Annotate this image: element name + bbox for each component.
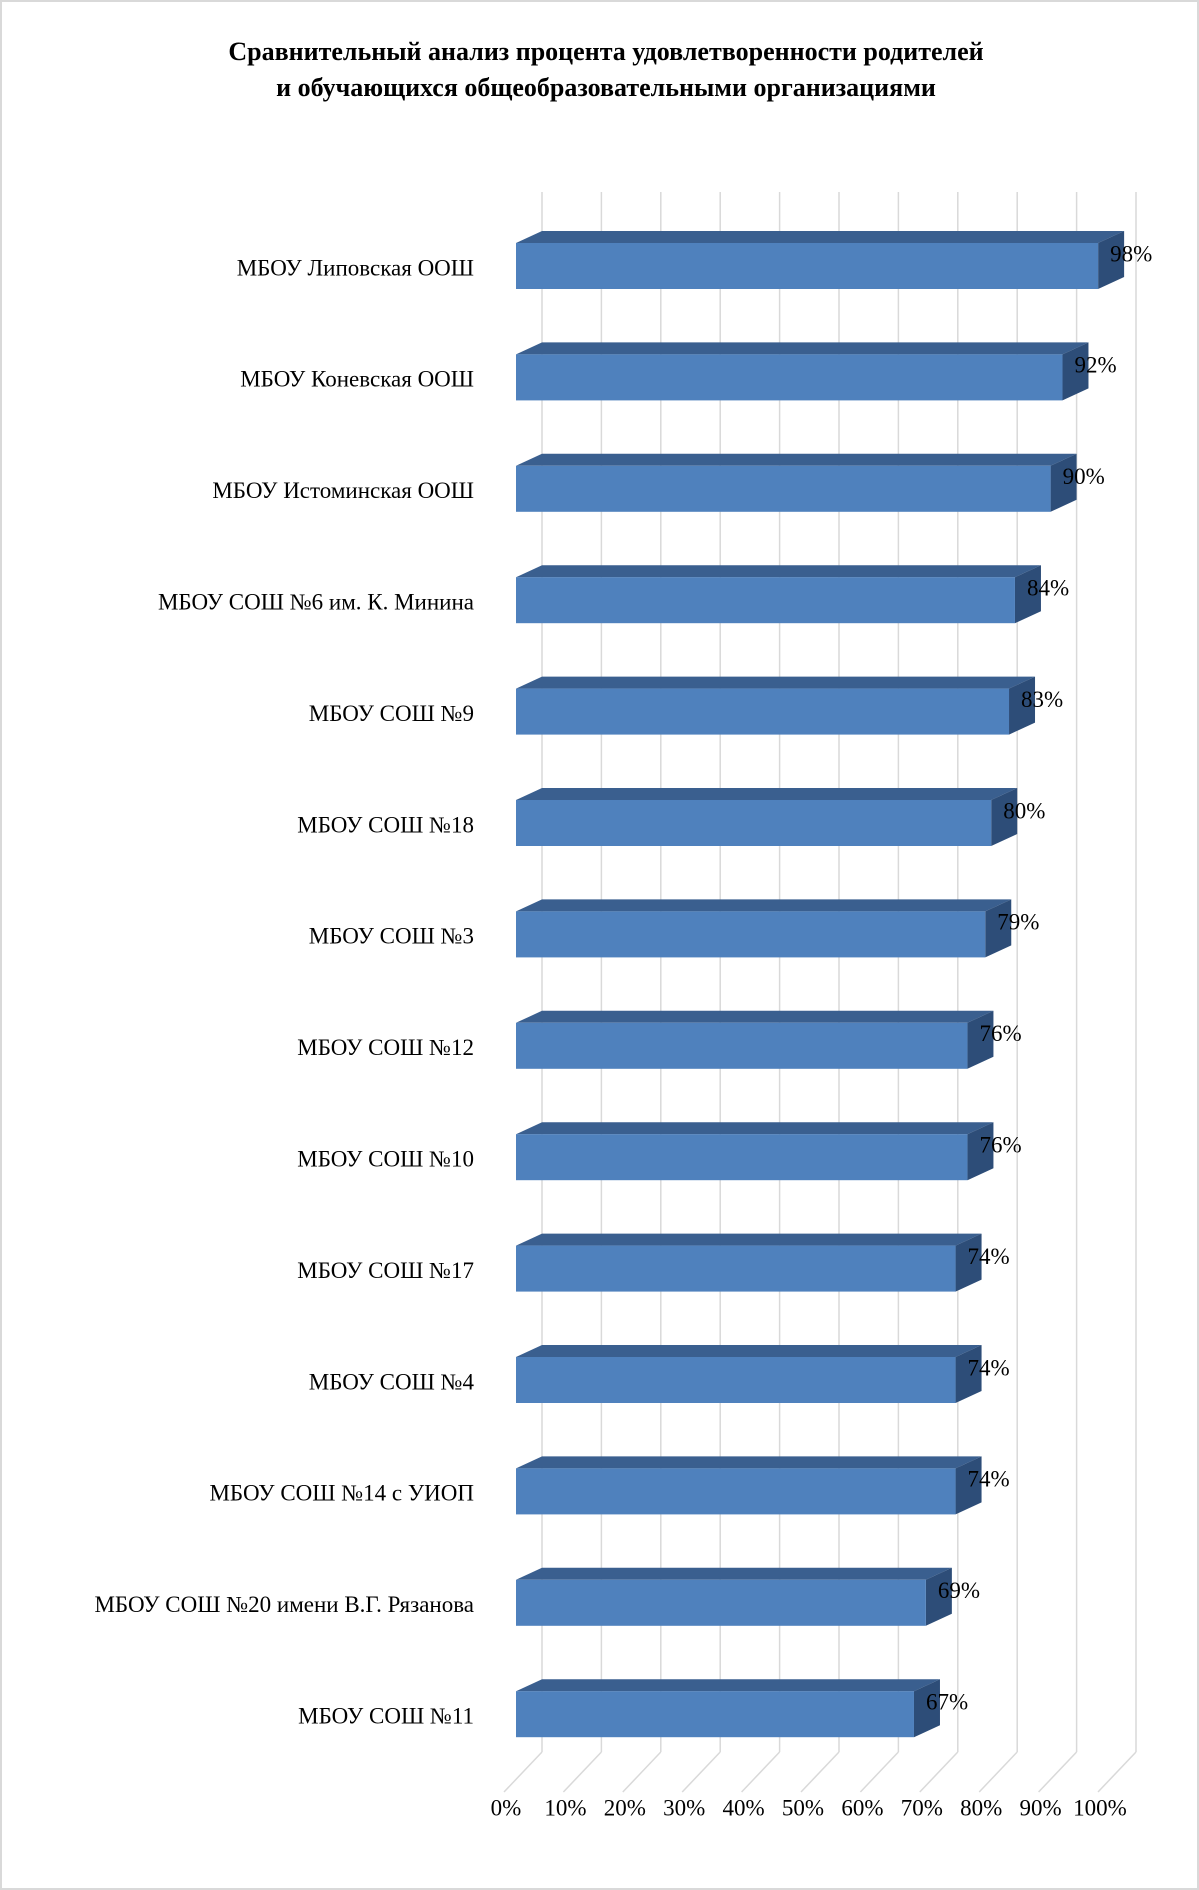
value-label: 83% <box>1021 687 1063 712</box>
bar-top <box>516 453 1077 466</box>
bar-side <box>955 1233 982 1292</box>
x-tick-label: 100% <box>1073 1795 1127 1820</box>
x-tick-label: 70% <box>901 1795 943 1820</box>
bar <box>516 911 986 958</box>
y-tick-label: МБОУ СОШ №18 <box>297 812 474 837</box>
y-tick-label: МБОУ Истоминская ООШ <box>212 478 474 503</box>
grid-floor-line <box>919 1751 959 1793</box>
bar <box>516 354 1063 401</box>
y-tick-label: МБОУ Липовская ООШ <box>237 255 474 280</box>
value-label: 74% <box>968 1467 1010 1492</box>
bar <box>516 1357 956 1403</box>
grid-floor-line <box>1097 1751 1137 1793</box>
bar-side <box>991 788 1018 846</box>
bar-top <box>516 565 1041 578</box>
value-label: 74% <box>968 1355 1010 1380</box>
grid-floor-line <box>622 1751 662 1793</box>
y-tick-label: МБОУ СОШ №17 <box>297 1258 474 1283</box>
grid-floor-line <box>800 1751 840 1793</box>
y-tick-label: МБОУ СОШ №11 <box>298 1703 474 1728</box>
y-tick-label: МБОУ СОШ №14 с УИОП <box>209 1481 474 1506</box>
value-label: 74% <box>968 1244 1010 1269</box>
y-tick-label: МБОУ СОШ №4 <box>309 1369 475 1394</box>
grid-floor-line <box>1038 1751 1078 1793</box>
value-label: 69% <box>938 1578 980 1603</box>
bar <box>516 1579 926 1626</box>
grid-floor-line <box>741 1751 781 1793</box>
bar-top <box>516 1010 994 1023</box>
chart-title: и обучающихся общеобразовательными орган… <box>276 73 936 102</box>
value-label: 79% <box>997 910 1039 935</box>
x-tick-label: 40% <box>723 1795 765 1820</box>
bar-side <box>1050 453 1077 512</box>
bar-side <box>967 1010 994 1069</box>
bar-side <box>985 899 1012 958</box>
bar-top <box>516 788 1018 800</box>
y-tick-label: МБОУ СОШ №9 <box>309 701 474 726</box>
grid-floor-line <box>503 1751 543 1793</box>
value-label: 90% <box>1063 464 1105 489</box>
bar <box>516 1691 914 1738</box>
bar-side <box>1014 565 1041 624</box>
bar-side <box>925 1567 952 1626</box>
bar <box>516 577 1015 624</box>
bar-top <box>516 676 1036 689</box>
bar-side <box>913 1679 940 1738</box>
bar-side <box>955 1456 982 1515</box>
bar-side <box>1062 342 1089 401</box>
value-label: 67% <box>926 1689 968 1714</box>
value-label: 84% <box>1027 575 1069 600</box>
bar <box>516 1022 968 1069</box>
bar-top <box>516 1679 940 1692</box>
grid-floor-line <box>681 1751 721 1793</box>
chart-title: Сравнительный анализ процента удовлетвор… <box>228 37 983 66</box>
x-tick-label: 0% <box>491 1795 522 1820</box>
y-tick-label: МБОУ Коневская ООШ <box>240 367 474 392</box>
bar-top <box>516 1345 982 1357</box>
y-tick-label: МБОУ СОШ №6 им. К. Минина <box>158 589 474 614</box>
x-tick-label: 80% <box>960 1795 1002 1820</box>
value-label: 98% <box>1110 241 1152 266</box>
bar <box>516 800 992 846</box>
bar <box>516 1245 956 1292</box>
value-label: 80% <box>1003 798 1045 823</box>
bar-side <box>955 1345 982 1403</box>
x-tick-label: 90% <box>1020 1795 1062 1820</box>
y-tick-label: МБОУ СОШ №12 <box>297 1035 474 1060</box>
x-tick-label: 30% <box>663 1795 705 1820</box>
grid-floor-line <box>562 1751 602 1793</box>
bar-top <box>516 231 1125 243</box>
bar-side <box>967 1122 994 1181</box>
y-tick-label: МБОУ СОШ №20 имени В.Г. Рязанова <box>94 1592 474 1617</box>
bar-top <box>516 342 1089 355</box>
bar-side <box>1009 676 1036 735</box>
value-label: 92% <box>1074 353 1116 378</box>
grid-floor-line <box>859 1751 899 1793</box>
y-tick-label: МБОУ СОШ №3 <box>309 924 474 949</box>
bar-top <box>516 1567 952 1580</box>
bar <box>516 1134 968 1181</box>
x-tick-label: 50% <box>782 1795 824 1820</box>
x-tick-label: 20% <box>604 1795 646 1820</box>
value-label: 76% <box>979 1021 1021 1046</box>
y-tick-label: МБОУ СОШ №10 <box>297 1146 474 1171</box>
value-label: 76% <box>979 1132 1021 1157</box>
bar-side <box>1098 231 1125 289</box>
x-tick-label: 60% <box>841 1795 883 1820</box>
bar <box>516 1468 956 1515</box>
bar-top <box>516 1456 982 1469</box>
bar-top <box>516 1233 982 1246</box>
bar-top <box>516 1122 994 1135</box>
bar-top <box>516 899 1012 912</box>
bar <box>516 465 1051 512</box>
bar <box>516 688 1010 735</box>
bar <box>516 243 1099 289</box>
grid-floor-line <box>978 1751 1018 1793</box>
x-tick-label: 10% <box>544 1795 586 1820</box>
